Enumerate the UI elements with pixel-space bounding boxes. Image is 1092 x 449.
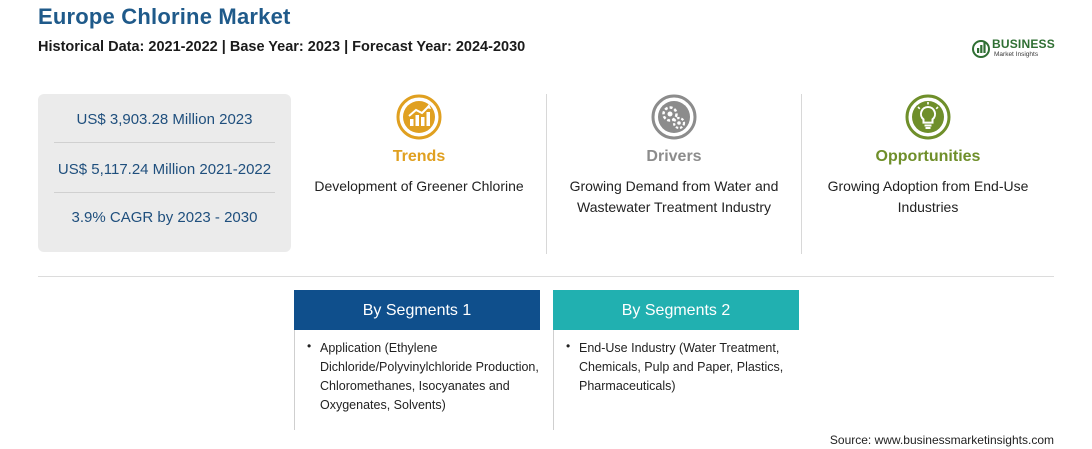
segment-1-text: Application (Ethylene Dichloride/Polyvin… [320, 341, 539, 412]
stats-panel: US$ 3,903.28 Million 2023 US$ 5,117.24 M… [38, 94, 291, 252]
trend-chart-icon [396, 94, 442, 140]
segment-2-panel: By Segments 2 • End-Use Industry (Water … [553, 290, 799, 430]
column-divider [546, 94, 547, 254]
segment-2-text: End-Use Industry (Water Treatment, Chemi… [579, 341, 784, 393]
stat-market-size-2023: US$ 3,903.28 Million 2023 [76, 111, 253, 128]
brand-logo: BUSINESS Market Insights [972, 35, 1062, 61]
stat-market-size-historical: US$ 5,117.24 Million 2021-2022 [57, 161, 272, 178]
gears-icon [651, 94, 697, 140]
page-title: Europe Chlorine Market [38, 4, 291, 29]
segment-1-body: • Application (Ethylene Dichloride/Polyv… [294, 330, 541, 430]
logo-word-business: BUSINESS [992, 37, 1055, 51]
stat-divider [54, 142, 275, 143]
page-subtitle: Historical Data: 2021-2022 | Base Year: … [38, 39, 526, 55]
logo-mark-icon [972, 40, 990, 58]
opportunities-card: Opportunities Growing Adoption from End-… [803, 92, 1053, 252]
bullet-icon: • [566, 339, 571, 353]
column-divider [801, 94, 802, 254]
source-note: Source: www.businessmarketinsights.com [829, 433, 1054, 447]
stat-cagr: 3.9% CAGR by 2023 - 2030 [71, 209, 258, 226]
trends-text: Development of Greener Chlorine [314, 178, 524, 194]
segment-1-panel: By Segments 1 • Application (Ethylene Di… [294, 290, 540, 430]
drivers-text: Growing Demand from Water and Wastewater… [569, 178, 779, 215]
segment-2-body: • End-Use Industry (Water Treatment, Che… [553, 330, 800, 430]
logo-word-market-insights: Market Insights [994, 51, 1039, 58]
segment-1-header: By Segments 1 [294, 290, 540, 330]
section-divider [38, 276, 1054, 277]
bullet-icon: • [307, 339, 312, 353]
segment-2-header: By Segments 2 [553, 290, 799, 330]
stat-divider [54, 192, 275, 193]
lightbulb-icon [905, 94, 951, 140]
drivers-title: Drivers [646, 148, 702, 165]
trends-card: Trends Development of Greener Chlorine [294, 92, 544, 252]
opportunities-title: Opportunities [875, 148, 981, 165]
opportunities-text: Growing Adoption from End-Use Industries [827, 178, 1029, 215]
trends-title: Trends [392, 148, 446, 165]
drivers-card: Drivers Growing Demand from Water and Wa… [549, 92, 799, 252]
